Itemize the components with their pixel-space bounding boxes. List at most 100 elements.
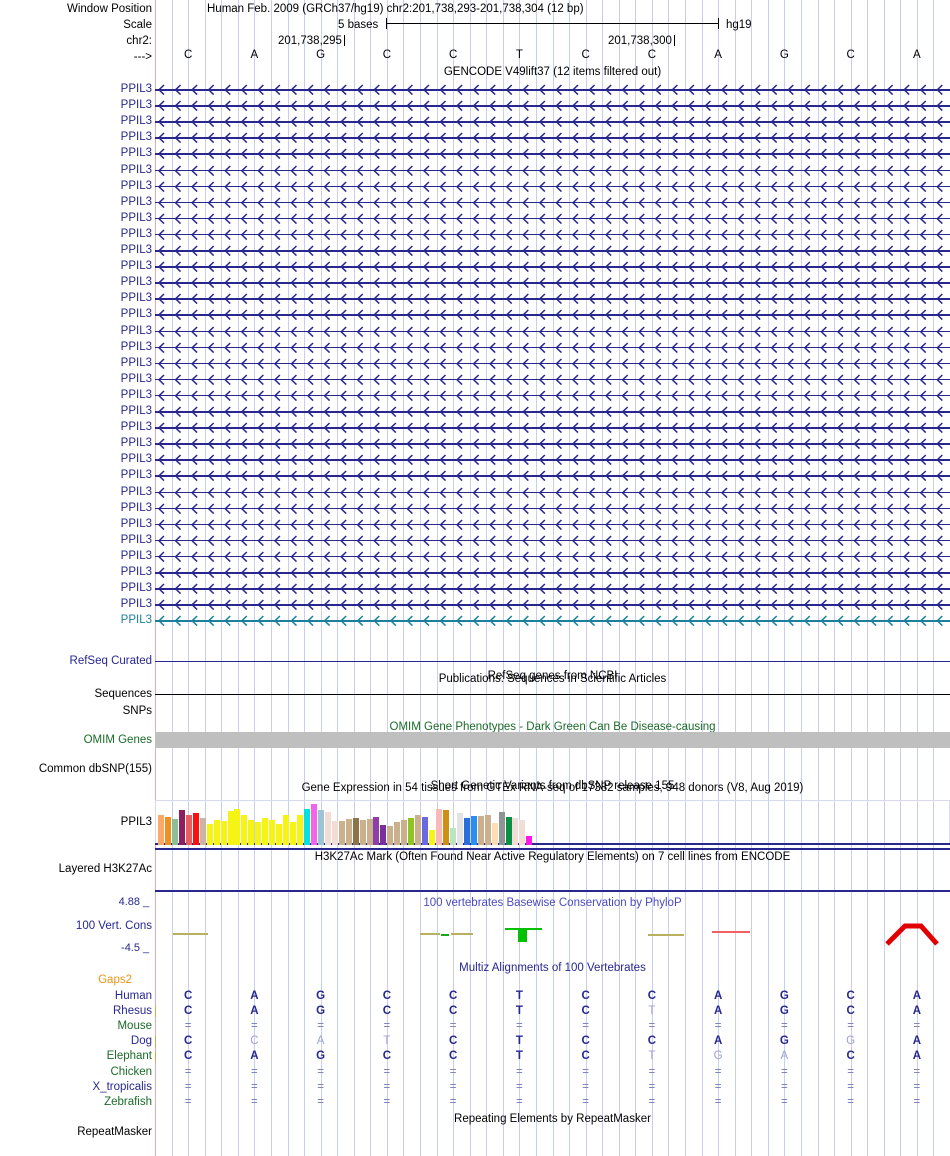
gtex-tissue-bar[interactable] xyxy=(526,836,533,845)
gtex-tissue-bar[interactable] xyxy=(290,821,297,845)
gencode-gene-label[interactable]: PPIL3 xyxy=(120,227,152,240)
gencode-gene-row[interactable] xyxy=(155,469,950,482)
multiz-species-label[interactable]: Dog xyxy=(130,1035,152,1048)
gencode-gene-label[interactable]: PPIL3 xyxy=(120,388,152,401)
gtex-expression-barchart[interactable] xyxy=(155,800,950,845)
conservation-plot[interactable] xyxy=(155,898,950,954)
multiz-species-label[interactable]: Rhesus xyxy=(113,1005,152,1018)
gtex-tissue-bar[interactable] xyxy=(324,811,331,845)
multiz-species-label[interactable]: Zebrafish xyxy=(104,1095,152,1108)
gencode-gene-label[interactable]: PPIL3 xyxy=(120,308,152,321)
gencode-gene-label[interactable]: PPIL3 xyxy=(120,582,152,595)
gencode-gene-row[interactable] xyxy=(155,180,950,193)
gtex-tissue-bar[interactable] xyxy=(255,821,262,845)
gencode-gene-row[interactable] xyxy=(155,453,950,466)
gencode-gene-row[interactable] xyxy=(155,115,950,128)
gtex-tissue-bar[interactable] xyxy=(227,810,234,845)
track-label-sequences[interactable]: Sequences xyxy=(94,688,152,700)
gencode-gene-row[interactable] xyxy=(155,598,950,611)
gtex-tissue-bar[interactable] xyxy=(220,820,227,845)
gencode-gene-label[interactable]: PPIL3 xyxy=(120,405,152,417)
multiz-species-label[interactable]: Chicken xyxy=(110,1065,152,1078)
gtex-tissue-bar[interactable] xyxy=(394,821,401,845)
gtex-tissue-bar[interactable] xyxy=(303,808,310,845)
gencode-gene-label[interactable]: PPIL3 xyxy=(120,614,152,627)
gencode-gene-row[interactable] xyxy=(155,164,950,177)
gtex-tissue-bar[interactable] xyxy=(484,814,491,845)
gencode-gene-label[interactable]: PPIL3 xyxy=(120,260,152,273)
gtex-tissue-bar[interactable] xyxy=(199,817,206,845)
gtex-tissue-bar[interactable] xyxy=(206,823,213,845)
gencode-gene-row[interactable] xyxy=(155,325,950,338)
gtex-tissue-bar[interactable] xyxy=(373,816,380,845)
gencode-gene-label[interactable]: PPIL3 xyxy=(120,469,152,482)
gencode-gene-row[interactable] xyxy=(155,212,950,225)
gtex-tissue-bar[interactable] xyxy=(241,814,248,845)
gtex-tissue-bar[interactable] xyxy=(436,808,442,845)
gtex-tissue-bar[interactable] xyxy=(456,812,463,845)
gencode-gene-row[interactable] xyxy=(155,99,950,112)
gencode-gene-label[interactable]: PPIL3 xyxy=(120,501,152,514)
multiz-species-label[interactable]: Mouse xyxy=(117,1020,152,1033)
gencode-gene-label[interactable]: PPIL3 xyxy=(120,131,152,144)
gencode-gene-label[interactable]: PPIL3 xyxy=(120,372,152,385)
gtex-tissue-bar[interactable] xyxy=(477,815,484,845)
gtex-tissue-bar[interactable] xyxy=(366,818,373,845)
gencode-gene-row[interactable] xyxy=(155,147,950,160)
gtex-tissue-bar[interactable] xyxy=(387,826,394,845)
gencode-gene-label[interactable]: PPIL3 xyxy=(120,179,152,192)
gencode-gene-row[interactable] xyxy=(155,486,950,499)
gencode-gene-row[interactable] xyxy=(155,582,950,595)
gencode-gene-row[interactable] xyxy=(155,534,950,547)
track-label-100-vert-cons[interactable]: 100 Vert. Cons xyxy=(75,920,152,932)
gencode-gene-row[interactable] xyxy=(155,518,950,531)
multiz-species-label[interactable]: Elephant xyxy=(106,1050,152,1063)
gencode-gene-label[interactable]: PPIL3 xyxy=(120,83,152,95)
gencode-gene-row[interactable] xyxy=(155,550,950,563)
gtex-tissue-bar[interactable] xyxy=(359,819,366,845)
gencode-gene-label[interactable]: PPIL3 xyxy=(120,437,152,450)
gtex-tissue-bar[interactable] xyxy=(269,819,276,845)
gtex-tissue-bar[interactable] xyxy=(408,817,415,845)
gtex-tissue-bar[interactable] xyxy=(415,814,422,845)
gencode-gene-label[interactable]: PPIL3 xyxy=(120,276,152,289)
gencode-gene-row[interactable] xyxy=(155,357,950,370)
gtex-tissue-bar[interactable] xyxy=(505,816,512,845)
multiz-species-label[interactable]: Human xyxy=(114,990,152,1002)
gencode-gene-label[interactable]: PPIL3 xyxy=(120,453,152,466)
gencode-gene-row[interactable] xyxy=(155,196,950,209)
gtex-tissue-bar[interactable] xyxy=(519,819,526,845)
gencode-gene-label[interactable]: PPIL3 xyxy=(120,115,152,128)
gencode-gene-label[interactable]: PPIL3 xyxy=(120,598,152,611)
gtex-tissue-bar[interactable] xyxy=(331,820,338,845)
gtex-tissue-bar[interactable] xyxy=(470,815,477,845)
omim-gene-bar[interactable] xyxy=(155,732,950,748)
gencode-gene-row[interactable] xyxy=(155,308,950,321)
gencode-gene-label[interactable]: PPIL3 xyxy=(120,549,152,562)
gtex-tissue-bar[interactable] xyxy=(178,809,185,845)
gencode-gene-row[interactable] xyxy=(155,276,950,289)
gtex-tissue-bar[interactable] xyxy=(401,819,408,845)
gencode-gene-label[interactable]: PPIL3 xyxy=(120,356,152,369)
gencode-gene-row[interactable] xyxy=(155,614,950,627)
gencode-gene-label[interactable]: PPIL3 xyxy=(120,195,152,208)
multiz-gaps-label[interactable]: Gaps2 xyxy=(98,974,132,986)
gencode-gene-label[interactable]: PPIL3 xyxy=(120,163,152,176)
gencode-gene-row[interactable] xyxy=(155,244,950,257)
gencode-gene-row[interactable] xyxy=(155,292,950,305)
track-label-repeatmasker[interactable]: RepeatMasker xyxy=(77,1126,152,1138)
gtex-tissue-bar[interactable] xyxy=(248,819,255,845)
gtex-tissue-bar[interactable] xyxy=(338,820,345,845)
gencode-gene-row[interactable] xyxy=(155,566,950,579)
gtex-tissue-bar[interactable] xyxy=(276,823,283,845)
track-label-snps[interactable]: SNPs xyxy=(122,705,152,717)
gtex-tissue-bar[interactable] xyxy=(345,818,352,845)
gtex-tissue-bar[interactable] xyxy=(498,811,505,845)
gtex-tissue-bar[interactable] xyxy=(317,809,324,845)
gencode-gene-row[interactable] xyxy=(155,389,950,402)
gtex-tissue-bar[interactable] xyxy=(234,808,241,845)
gencode-gene-row[interactable] xyxy=(155,405,950,418)
gtex-tissue-bar[interactable] xyxy=(164,816,171,845)
gtex-tissue-bar[interactable] xyxy=(283,814,290,845)
track-label-refseq-curated[interactable]: RefSeq Curated xyxy=(69,655,152,667)
